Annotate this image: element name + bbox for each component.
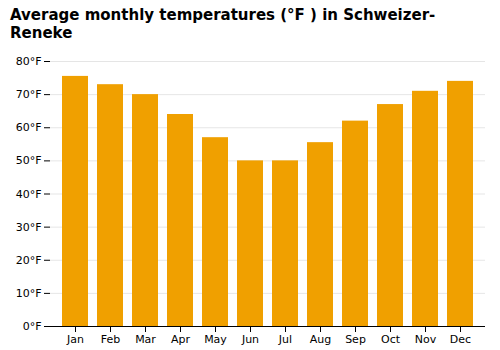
svg-text:70°F: 70°F [16, 88, 42, 101]
svg-text:20°F: 20°F [16, 254, 42, 267]
html-text:Average monthly temperatures (: Average monthly temperatures (°F ) in Sc… [10, 6, 436, 42]
svg-text:Jul: Jul [278, 333, 292, 346]
svg-text:Sep: Sep [345, 333, 366, 346]
svg-text:Nov: Nov [415, 333, 437, 346]
svg-text:Jun: Jun [241, 333, 259, 346]
svg-text:0°F: 0°F [23, 320, 42, 333]
svg-text:Jan: Jan [66, 333, 84, 346]
svg-text:Aug: Aug [310, 333, 331, 346]
svg-text:Apr: Apr [171, 333, 191, 346]
svg-text:Mar: Mar [135, 333, 156, 346]
svg-text:Oct: Oct [381, 333, 401, 346]
svg-text:30°F: 30°F [16, 221, 42, 234]
svg-text:60°F: 60°F [16, 121, 42, 134]
svg-text:Feb: Feb [101, 333, 120, 346]
svg-text:50°F: 50°F [16, 154, 42, 167]
svg-text:40°F: 40°F [16, 188, 42, 201]
svg-text:May: May [204, 333, 227, 346]
svg-text:10°F: 10°F [16, 287, 42, 300]
svg-text:80°F: 80°F [16, 55, 42, 68]
svg-text:Dec: Dec [450, 333, 471, 346]
